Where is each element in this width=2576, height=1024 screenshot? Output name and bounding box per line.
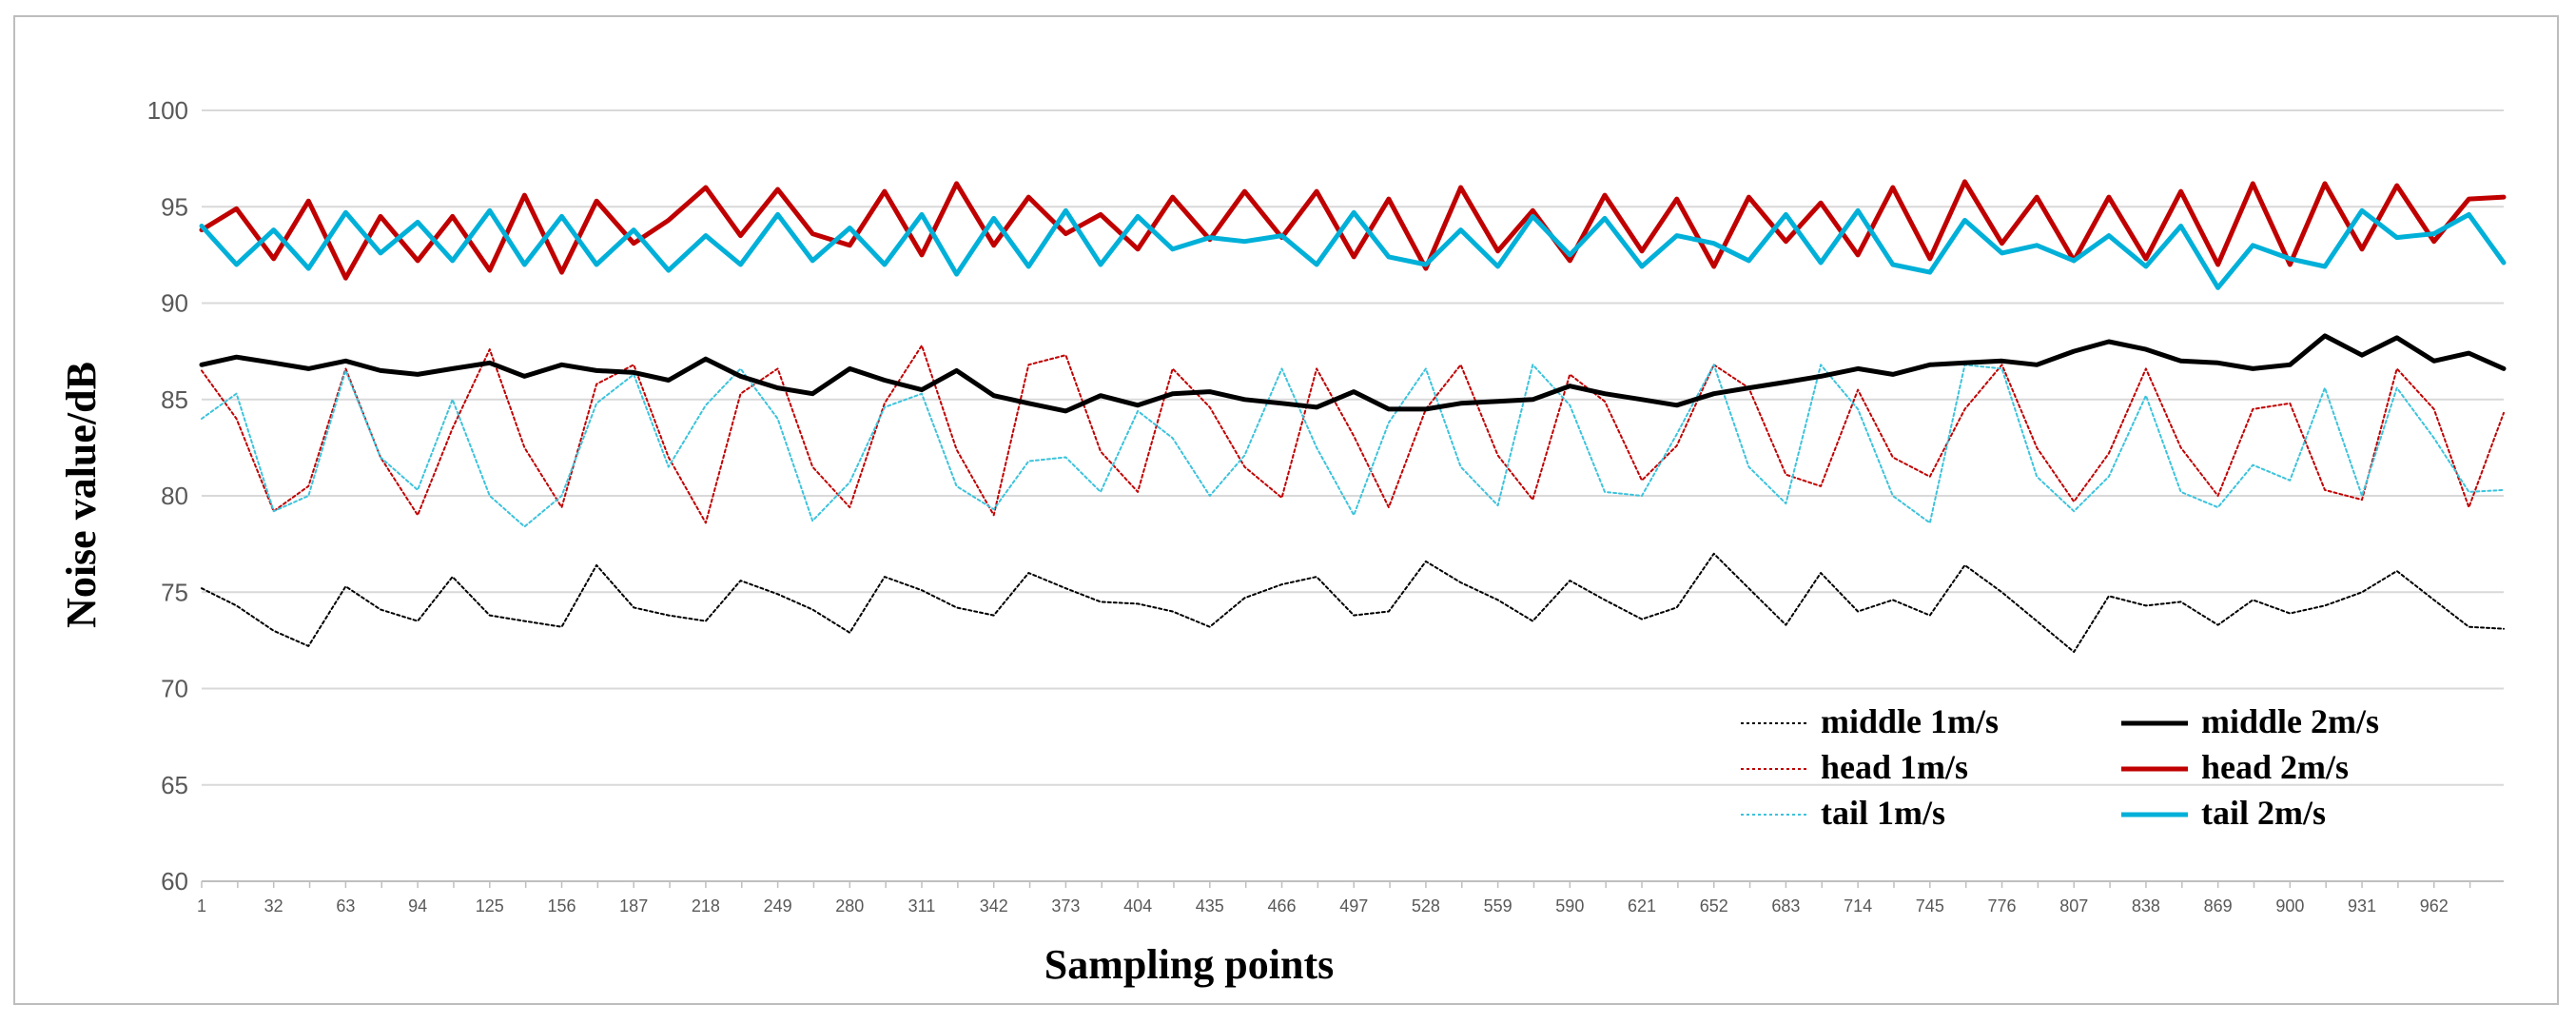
series-line-tail-2m-s [199, 207, 2507, 290]
x-tick-label: 559 [1484, 896, 1512, 916]
x-tick-label: 962 [2420, 896, 2449, 916]
y-tick-label: 95 [161, 192, 188, 221]
chart-frame [13, 15, 2559, 1005]
x-tick-label: 404 [1123, 896, 1152, 916]
x-tick-label: 869 [2204, 896, 2233, 916]
x-tick-label: 32 [264, 896, 283, 916]
x-tick-label: 807 [2059, 896, 2088, 916]
x-tick-label: 714 [1844, 896, 1872, 916]
y-tick-label: 75 [161, 578, 188, 606]
x-tick-label: 218 [692, 896, 720, 916]
axes: 60 65 70 75 80 85 90 95 100 1 32 63 94 125 156 187 218 24… [147, 96, 2504, 916]
x-tick-label: 590 [1555, 896, 1584, 916]
series-line-head-2m-s [199, 179, 2507, 281]
y-tick-label: 80 [161, 482, 188, 510]
y-axis-title: Noise value/dB [58, 362, 105, 628]
x-tick-label: 125 [476, 896, 504, 916]
x-tick-label: 249 [764, 896, 792, 916]
x-tick-label: 683 [1771, 896, 1800, 916]
series-line-tail-1m-s [201, 364, 2505, 528]
x-tick-label: 187 [619, 896, 648, 916]
x-tick-label: 156 [547, 896, 576, 916]
x-tick-label: 63 [336, 896, 355, 916]
y-tick-label: 65 [161, 771, 188, 799]
x-tick-label: 311 [908, 896, 936, 916]
legend-label: tail 1m/s [1821, 794, 1945, 832]
legend: middle 1m/s head 1m/s tail 1m/s middle 2m/s… [1741, 702, 2379, 832]
legend-label: middle 1m/s [1821, 702, 1999, 740]
x-tick-label: 652 [1700, 896, 1728, 916]
legend-label: tail 2m/s [2201, 794, 2326, 832]
x-tick-label: 900 [2275, 896, 2304, 916]
x-tick-label: 466 [1267, 896, 1296, 916]
x-tick-label: 621 [1628, 896, 1656, 916]
series-lines [199, 179, 2507, 653]
x-tick-label: 280 [835, 896, 864, 916]
x-axis-title: Sampling points [1044, 941, 1334, 988]
series-line-middle-2m-s [199, 333, 2507, 414]
legend-label: middle 2m/s [2201, 702, 2379, 740]
x-tick-label: 435 [1196, 896, 1224, 916]
x-tick-label: 776 [1988, 896, 2017, 916]
x-tick-label: 373 [1051, 896, 1080, 916]
x-tick-label: 838 [2132, 896, 2160, 916]
x-tick-label: 1 [197, 896, 206, 916]
series-line-head-1m-s [201, 345, 2505, 524]
y-tick-label: 90 [161, 289, 188, 318]
gridlines [202, 109, 2504, 882]
x-tick-label: 745 [1916, 896, 1944, 916]
x-tick-label: 342 [980, 896, 1008, 916]
x-tick-label: 931 [2348, 896, 2376, 916]
series-line-middle-1m-s [201, 552, 2505, 653]
x-tick-label: 528 [1412, 896, 1440, 916]
y-tick-label: 85 [161, 385, 188, 414]
y-tick-label: 100 [147, 96, 188, 125]
legend-label: head 2m/s [2201, 748, 2349, 786]
y-tick-label: 70 [161, 675, 188, 703]
x-tick-label: 94 [408, 896, 427, 916]
y-tick-label: 60 [161, 867, 188, 896]
legend-label: head 1m/s [1821, 748, 1968, 786]
x-tick-label: 497 [1339, 896, 1368, 916]
